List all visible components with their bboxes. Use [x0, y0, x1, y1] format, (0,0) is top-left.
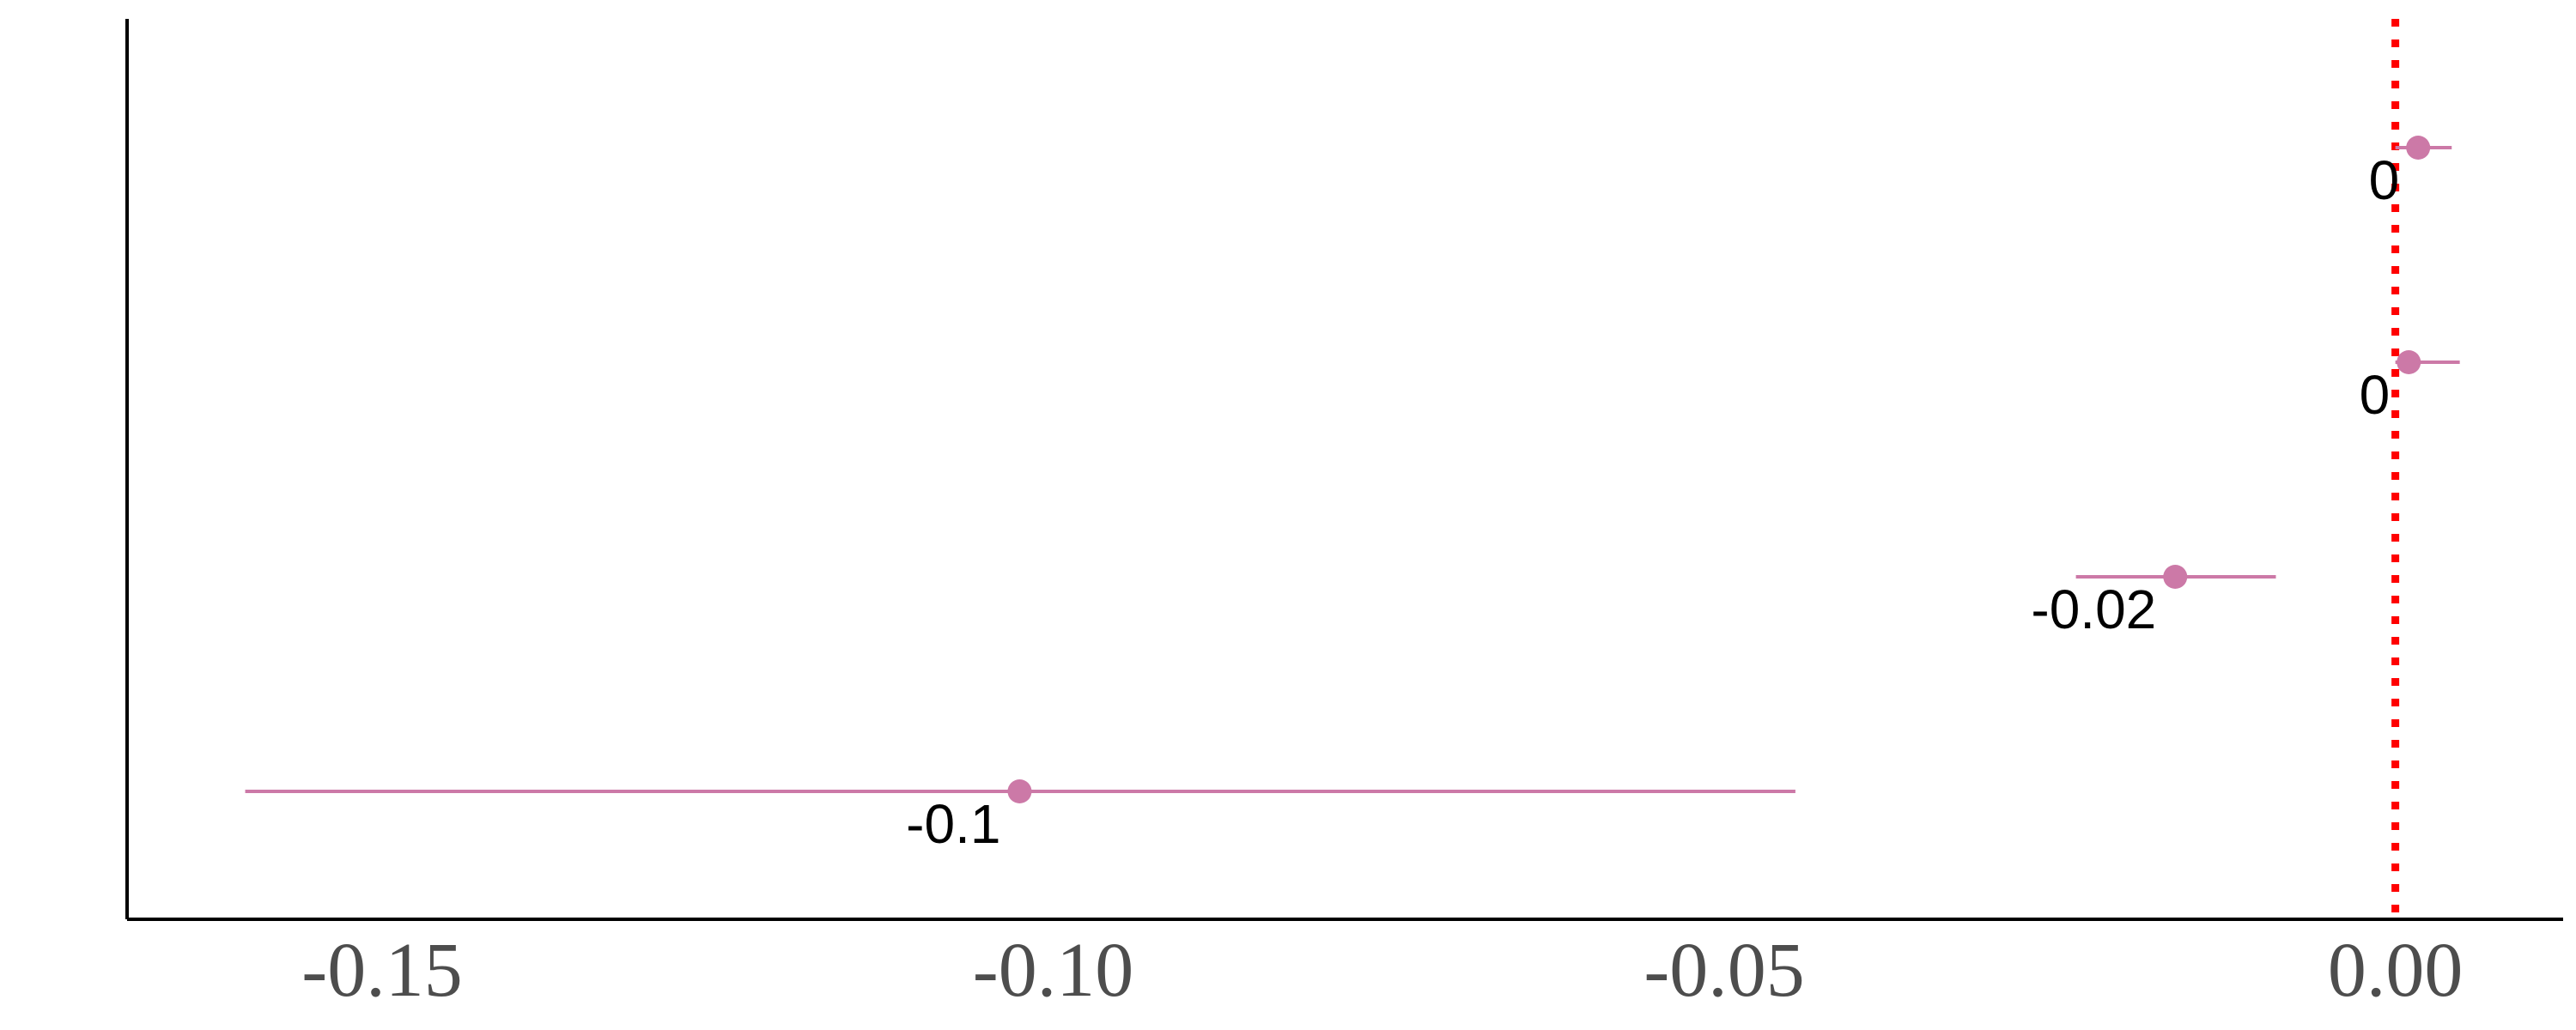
x-tick-label: -0.05 — [1643, 928, 1804, 1013]
x-tick-label: 0.00 — [2328, 928, 2464, 1013]
estimate-point — [2397, 350, 2421, 374]
estimate-point — [2163, 565, 2188, 589]
estimate-point — [1007, 779, 1032, 803]
x-tick-label: -0.10 — [973, 928, 1133, 1013]
estimate-label: -0.02 — [2031, 579, 2156, 640]
estimate-label: -0.1 — [906, 793, 1000, 855]
plot-area: -0.15 -0.10 -0.05 0.00 0 0 -0.02 -0.1 — [125, 19, 2563, 1013]
x-tick-label: -0.15 — [301, 928, 462, 1013]
estimate-label: 0 — [2369, 149, 2400, 211]
estimate-point — [2406, 136, 2431, 160]
estimate-label: 0 — [2360, 364, 2391, 426]
